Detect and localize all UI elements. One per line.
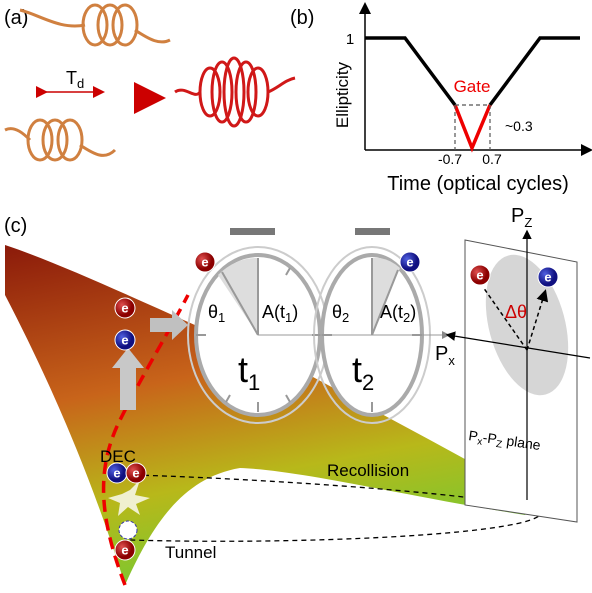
pulse-2 [5,120,115,160]
delay-label: Td [66,68,84,91]
electron-label: e [544,270,551,285]
pulse-1 [20,5,170,45]
x-tick-label: 0.7 [482,151,502,167]
hole [119,521,137,539]
figure: (a) Td (b) 1 Ellipticity Time (optical c… [0,0,592,593]
electron-label: e [113,466,120,481]
electron-label: e [121,333,128,348]
electron-label: e [121,301,128,316]
min-label: ~0.3 [505,118,533,134]
electron-label: e [132,466,139,481]
delta-theta: Δθ [505,302,527,322]
panel-label: (b) [290,7,314,29]
y-axis-title: Ellipticity [333,61,352,128]
x-tick-label: -0.7 [438,151,462,167]
gated-pulse [175,58,295,126]
gate-label: Gate [454,77,491,96]
y-tick-label: 1 [346,31,354,48]
electron-label: e [121,543,128,558]
clock2-A: A(t2) [380,302,416,325]
electron-label: e [406,255,413,270]
px-label: Px [435,343,455,368]
dec-arrow [120,365,136,410]
panel-label: (c) [4,215,27,237]
electron-label: e [201,255,208,270]
x-axis-title: Time (optical cycles) [387,173,569,195]
recollision-label: Recollision [327,461,409,480]
electron-label: e [476,268,483,283]
tunnel-label: Tunnel [165,543,216,562]
gate-curve [455,105,490,148]
pz-label: PZ [511,205,532,230]
clock1-A: A(t1) [262,302,298,325]
